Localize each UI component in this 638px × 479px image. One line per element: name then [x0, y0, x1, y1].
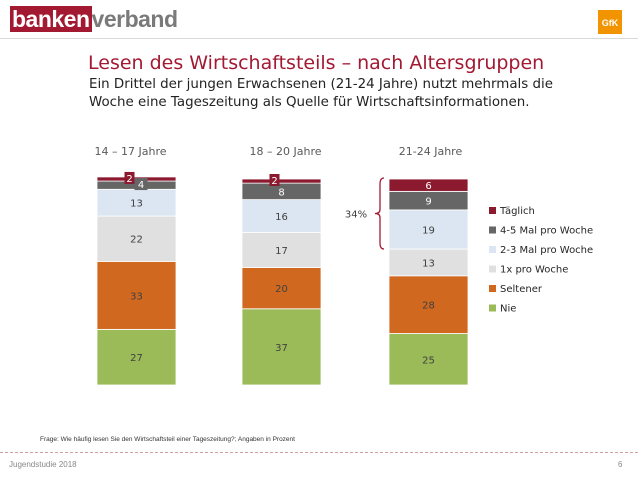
- annotation-brace: [374, 177, 385, 250]
- bar-segment-seltener-3: [388, 275, 469, 334]
- legend-swatch-taeglich: [489, 207, 496, 214]
- annotation-label: 34%: [345, 210, 367, 221]
- bankenverband-logo: bankenverband: [10, 6, 178, 33]
- bar-segment-seltener-2: [241, 267, 322, 310]
- value-label-1x-pro-woche-1: 22: [130, 235, 143, 246]
- footnote: Frage: Wie häufig lesen Sie den Wirtscha…: [40, 436, 295, 443]
- value-label-taeglich-2: 2: [271, 176, 277, 187]
- value-label-4-5-mal-pro-woche-3: 9: [425, 197, 431, 208]
- value-label-taeglich-3: 6: [425, 181, 431, 192]
- category-label-3: 21-24 Jahre: [399, 145, 463, 158]
- value-label-seltener-3: 28: [422, 301, 435, 312]
- bar-segment-nie-1: [96, 328, 177, 386]
- bar-segment-seltener-1: [96, 260, 177, 330]
- value-label-nie-2: 37: [275, 343, 288, 354]
- bar-segment-nie-2: [241, 308, 322, 386]
- value-label-1x-pro-woche-3: 13: [422, 258, 435, 269]
- bar-segment-1x-pro-woche-3: [388, 248, 469, 277]
- label-box-taeglich-1: [124, 171, 135, 184]
- footer-study-name: Jugendstudie 2018: [9, 460, 77, 469]
- legend-label-taeglich: Täglich: [499, 206, 535, 217]
- gfk-logo-text: GfK: [602, 18, 619, 28]
- bar-segment-taeglich-3: [388, 178, 469, 192]
- bar-segment-2-3-mal-pro-woche-1: [96, 188, 177, 217]
- legend-label-nie: Nie: [500, 304, 516, 315]
- legend-swatch-nie: [489, 304, 496, 312]
- legend-swatch-1x-pro-woche: [489, 265, 496, 273]
- value-label-4-5-mal-pro-woche-1: 4: [138, 180, 144, 191]
- legend-swatch-4-5-mal-pro-woche: [489, 226, 496, 234]
- category-label-2: 18 – 20 Jahre: [250, 145, 322, 158]
- label-box-taeglich-2: [269, 174, 280, 186]
- bar-segment-2-3-mal-pro-woche-3: [388, 209, 469, 250]
- category-label-1: 14 – 17 Jahre: [95, 145, 167, 158]
- legend-label-2-3-mal-pro-woche: 2-3 Mal pro Woche: [500, 245, 593, 256]
- legend-label-seltener: Seltener: [500, 284, 543, 295]
- bar-segment-nie-3: [388, 333, 469, 386]
- bar-segment-2-3-mal-pro-woche-2: [241, 199, 322, 233]
- value-label-taeglich-1: 2: [126, 174, 132, 185]
- value-label-2-3-mal-pro-woche-1: 13: [130, 199, 143, 210]
- legend-label-4-5-mal-pro-woche: 4-5 Mal pro Woche: [500, 226, 593, 237]
- value-label-2-3-mal-pro-woche-2: 16: [275, 212, 288, 223]
- label-box-4-5-1: [134, 178, 148, 191]
- logo-part-verband: verband: [91, 6, 178, 32]
- gfk-logo: GfK: [598, 10, 622, 34]
- logo-part-banken: banken: [10, 6, 92, 32]
- footer-page-number: 6: [618, 460, 623, 469]
- bar-segment-1x-pro-woche-1: [96, 215, 177, 262]
- value-label-1x-pro-woche-2: 17: [275, 246, 288, 257]
- value-label-nie-1: 27: [130, 353, 143, 364]
- header-divider: [0, 38, 638, 39]
- bar-segment-1x-pro-woche-2: [241, 232, 322, 268]
- bar-segment-taeglich-2: [241, 178, 322, 184]
- value-label-2-3-mal-pro-woche-3: 19: [422, 225, 435, 236]
- value-label-seltener-1: 33: [130, 291, 143, 302]
- legend-swatch-seltener: [489, 285, 496, 292]
- subtitle-line-1: Ein Drittel der jungen Erwachsenen (21-2…: [89, 77, 553, 92]
- value-label-nie-3: 25: [422, 355, 435, 366]
- legend-label-1x-pro-woche: 1x pro Woche: [500, 265, 568, 276]
- subtitle-line-2: Woche eine Tageszeitung als Quelle für W…: [89, 95, 530, 110]
- value-label-4-5-mal-pro-woche-2: 8: [278, 187, 284, 198]
- page-subtitle: Ein Drittel der jungen Erwachsenen (21-2…: [89, 76, 619, 112]
- page-title: Lesen des Wirtschaftsteils – nach Alters…: [88, 52, 545, 74]
- value-label-seltener-2: 20: [275, 284, 288, 295]
- footer-divider: [0, 452, 638, 453]
- legend-swatch-2-3-mal-pro-woche: [489, 246, 496, 253]
